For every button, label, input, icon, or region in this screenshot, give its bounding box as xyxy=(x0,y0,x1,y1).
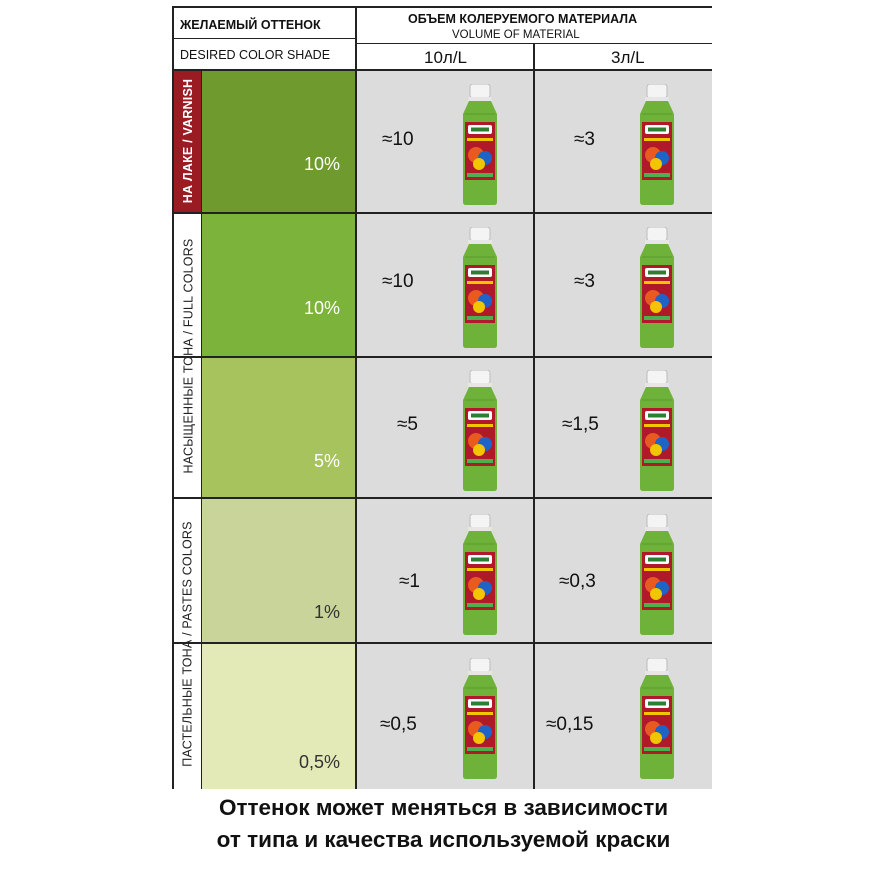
header-volume-ru: ОБЪЕМ КОЛЕРУЕМОГО МАТЕРИАЛА xyxy=(408,12,638,26)
swatch-row-4: 1% xyxy=(202,498,356,643)
swatch-pct-4: 1% xyxy=(313,602,340,622)
colorant-bottle-icon xyxy=(459,369,501,492)
dosage-table: ЖЕЛАЕМЫЙ ОТТЕНОК DESIRED COLOR SHADE ОБЪ… xyxy=(172,6,712,789)
grid-line xyxy=(201,69,202,789)
grid-line xyxy=(174,356,712,358)
group-label-varnish: НА ЛАКЕ / VARNISH xyxy=(174,69,202,213)
swatch-row-3: 5% xyxy=(202,357,356,498)
swatch-pct-5: 0,5% xyxy=(298,752,340,772)
grid-line xyxy=(356,43,712,44)
header-desired-ru: ЖЕЛАЕМЫЙ ОТТЕНОК xyxy=(180,18,321,32)
swatch-row-5: 0,5% xyxy=(202,643,356,789)
value-10l-row-1: ≈10 xyxy=(382,129,414,150)
colorant-bottle-icon xyxy=(636,226,678,349)
colorant-bottle-icon xyxy=(636,513,678,636)
header-volume-cell: ОБЪЕМ КОЛЕРУЕМОГО МАТЕРИАЛА VOLUME OF MA… xyxy=(356,8,712,69)
value-3l-row-5: ≈0,15 xyxy=(546,714,594,735)
header-desired-en: DESIRED COLOR SHADE xyxy=(180,48,331,62)
swatch-pct-2: 10% xyxy=(303,298,340,318)
grid-line xyxy=(174,69,712,71)
colorant-bottle-icon xyxy=(459,657,501,780)
header-col-3l: 3л/L xyxy=(611,48,645,67)
swatch-pct-3: 5% xyxy=(313,451,340,471)
colorant-bottle-icon xyxy=(636,369,678,492)
value-3l-row-3: ≈1,5 xyxy=(562,414,599,435)
header-volume-en: VOLUME OF MATERIAL xyxy=(452,29,580,41)
grid-line xyxy=(174,497,712,499)
swatch-row-2: 10% xyxy=(202,213,356,357)
value-3l-row-1: ≈3 xyxy=(574,129,595,150)
colorant-bottle-icon xyxy=(459,513,501,636)
colorant-bottle-icon xyxy=(459,226,501,349)
grid-line xyxy=(355,8,357,789)
swatch-row-1: 10% xyxy=(202,69,356,213)
swatch-pct-1: 10% xyxy=(303,154,340,174)
colorant-bottle-icon xyxy=(636,83,678,206)
footer-line-1: Оттенок может меняться в зависимости xyxy=(218,795,669,820)
value-10l-row-5: ≈0,5 xyxy=(380,714,417,735)
colorant-bottle-icon xyxy=(636,657,678,780)
value-10l-row-3: ≈5 xyxy=(397,414,418,435)
value-3l-row-2: ≈3 xyxy=(574,271,595,292)
grid-line xyxy=(174,38,356,39)
colorant-bottle-icon xyxy=(459,83,501,206)
value-10l-row-2: ≈10 xyxy=(382,271,414,292)
header-col-10l: 10л/L xyxy=(424,48,468,67)
grid-line xyxy=(174,212,712,214)
grid-line xyxy=(174,642,712,644)
footer-line-2: от типа и качества используемой краски xyxy=(216,827,671,852)
value-3l-row-4: ≈0,3 xyxy=(559,571,596,592)
footer-note: Оттенок может меняться в зависимости от … xyxy=(0,792,887,856)
grid-line xyxy=(533,44,535,789)
value-10l-row-4: ≈1 xyxy=(399,571,420,592)
